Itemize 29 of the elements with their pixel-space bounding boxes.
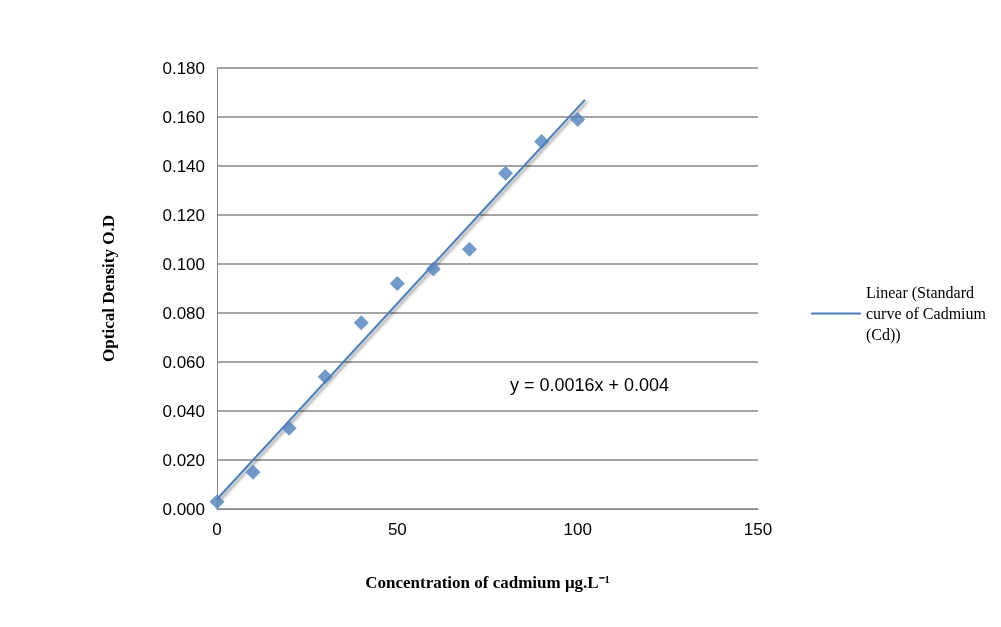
- x-tick-label: 0: [212, 520, 222, 539]
- x-tick-label: 50: [387, 520, 407, 539]
- legend-label: Linear (Standard curve of Cadmium (Cd)): [866, 284, 990, 344]
- y-tick-label: 0.000: [162, 499, 205, 519]
- x-axis-title: Concentration of cadmium μg.L⁻¹: [365, 573, 610, 592]
- point: [209, 494, 225, 510]
- y-axis-title: Optical Density O.D: [99, 215, 118, 362]
- point: [425, 261, 441, 277]
- point: [245, 464, 261, 480]
- point: [534, 134, 550, 149]
- y-tick-label: 0.120: [162, 205, 205, 225]
- y-tick-label: 0.060: [162, 352, 205, 372]
- point: [353, 315, 369, 331]
- y-tick-label: 0.040: [162, 401, 205, 421]
- point: [570, 111, 586, 127]
- point: [317, 369, 333, 385]
- annotation: y = 0.0016x + 0.004: [510, 375, 670, 395]
- y-tick-label: 0.180: [162, 58, 205, 78]
- point: [498, 165, 514, 181]
- x-tick-label: 100: [563, 520, 592, 539]
- point: [461, 241, 477, 257]
- y-tick-label: 0.160: [162, 107, 205, 127]
- point: [389, 276, 405, 292]
- y-tick-label: 0.080: [162, 303, 205, 323]
- y-tick-label: 0.140: [162, 156, 205, 176]
- x-tick-label: 150: [743, 520, 773, 539]
- y-tick-label: 0.100: [162, 254, 205, 274]
- point: [281, 420, 297, 436]
- y-tick-label: 0.020: [162, 450, 205, 470]
